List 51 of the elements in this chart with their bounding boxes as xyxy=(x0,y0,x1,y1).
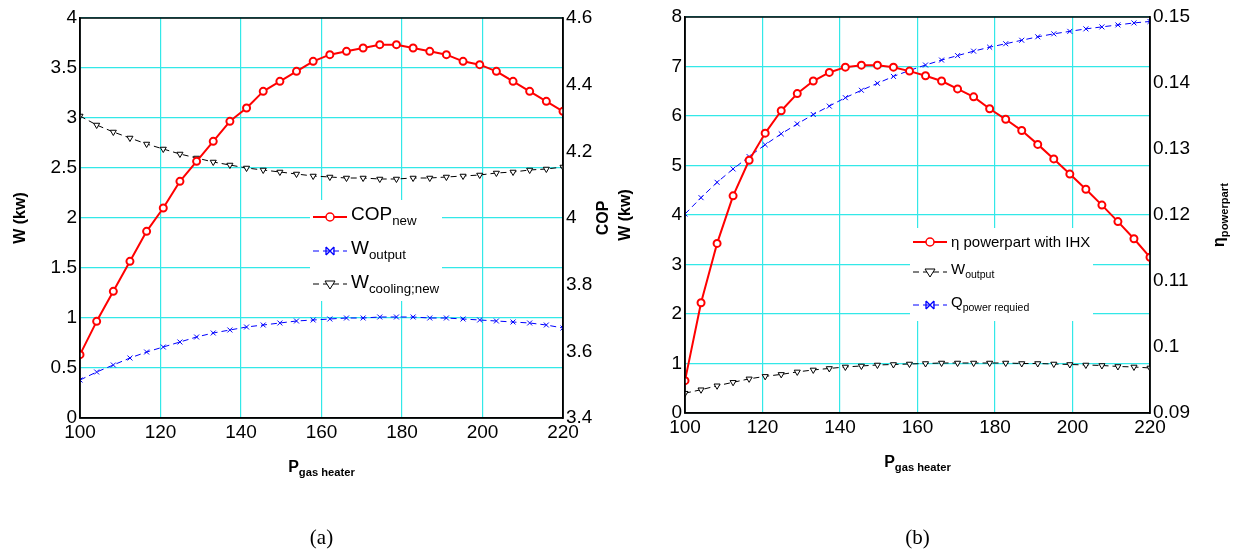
x-tick-label: 160 xyxy=(305,420,338,442)
y-tick-label: 5 xyxy=(671,153,682,175)
legend-label: COP$_{new}$ xyxy=(351,202,417,230)
x-axis-title: P$_{gas heater}$ xyxy=(884,453,951,474)
y-tick-label: 2 xyxy=(66,206,77,228)
y2-tick-label: 3.6 xyxy=(566,339,593,361)
y2-tick-label: 0.15 xyxy=(1153,5,1190,27)
y-tick-label: 8 xyxy=(671,5,682,27)
y2-tick-label: 0.12 xyxy=(1153,203,1190,225)
y-tick-label: 7 xyxy=(671,54,682,76)
y-tick-label: 2 xyxy=(671,302,682,324)
y2-tick-label: 0.11 xyxy=(1153,269,1189,291)
x-tick-label: 120 xyxy=(746,415,779,437)
legend-label: η powerpart with IHX xyxy=(951,232,1091,252)
y-tick-label: 1 xyxy=(66,306,77,328)
y2-tick-label: 4.4 xyxy=(566,72,593,94)
x-tick-label: 180 xyxy=(386,420,418,442)
x-axis-title: P$_{gas heater}$ xyxy=(288,458,355,479)
x-tick-label: 120 xyxy=(144,420,177,442)
x-tick-label: 160 xyxy=(901,415,934,437)
y2-tick-label: 0.1 xyxy=(1153,335,1180,357)
text: (b) xyxy=(905,525,930,550)
y-tick-label: 4 xyxy=(66,6,78,28)
y-tick-label: 1.5 xyxy=(50,256,77,278)
y2-tick-label: 0.14 xyxy=(1153,71,1191,93)
y-tick-label: 4 xyxy=(671,203,683,225)
y2-tick-label: 3.8 xyxy=(566,272,593,294)
legend-label: W$_{output}$ xyxy=(951,259,995,282)
legend-label: W$_{cooling;new}$ xyxy=(351,269,440,298)
y-tick-label: 3.5 xyxy=(50,56,77,78)
y-axis-title: W (kw) xyxy=(11,192,29,244)
y-axis-title: W (kw) xyxy=(616,189,634,241)
y-tick-label: 2.5 xyxy=(50,156,77,178)
x-tick-label: 200 xyxy=(466,420,499,442)
y2-tick-label: 4.2 xyxy=(566,139,593,161)
x-tick-label: 140 xyxy=(824,415,856,437)
y2-tick-label: 0.13 xyxy=(1153,137,1190,159)
y-tick-label: 0.5 xyxy=(50,356,77,378)
y-tick-label: 3 xyxy=(671,252,682,274)
text: (a) xyxy=(309,525,334,550)
x-tick-label: 140 xyxy=(225,420,257,442)
legend-label: W$_{output}$ xyxy=(351,235,406,264)
legend-label: Q$_{power requied}$ xyxy=(951,292,1030,315)
y2-tick-label: 4 xyxy=(566,206,577,228)
y-tick-label: 1 xyxy=(671,351,682,373)
y2-tick-label: 4.6 xyxy=(566,6,593,28)
y-tick-label: 6 xyxy=(671,104,682,126)
x-tick-label: 200 xyxy=(1056,415,1089,437)
y2-axis-title: COP xyxy=(594,200,612,236)
x-tick-label: 180 xyxy=(979,415,1011,437)
y-tick-label: 3 xyxy=(66,106,77,128)
